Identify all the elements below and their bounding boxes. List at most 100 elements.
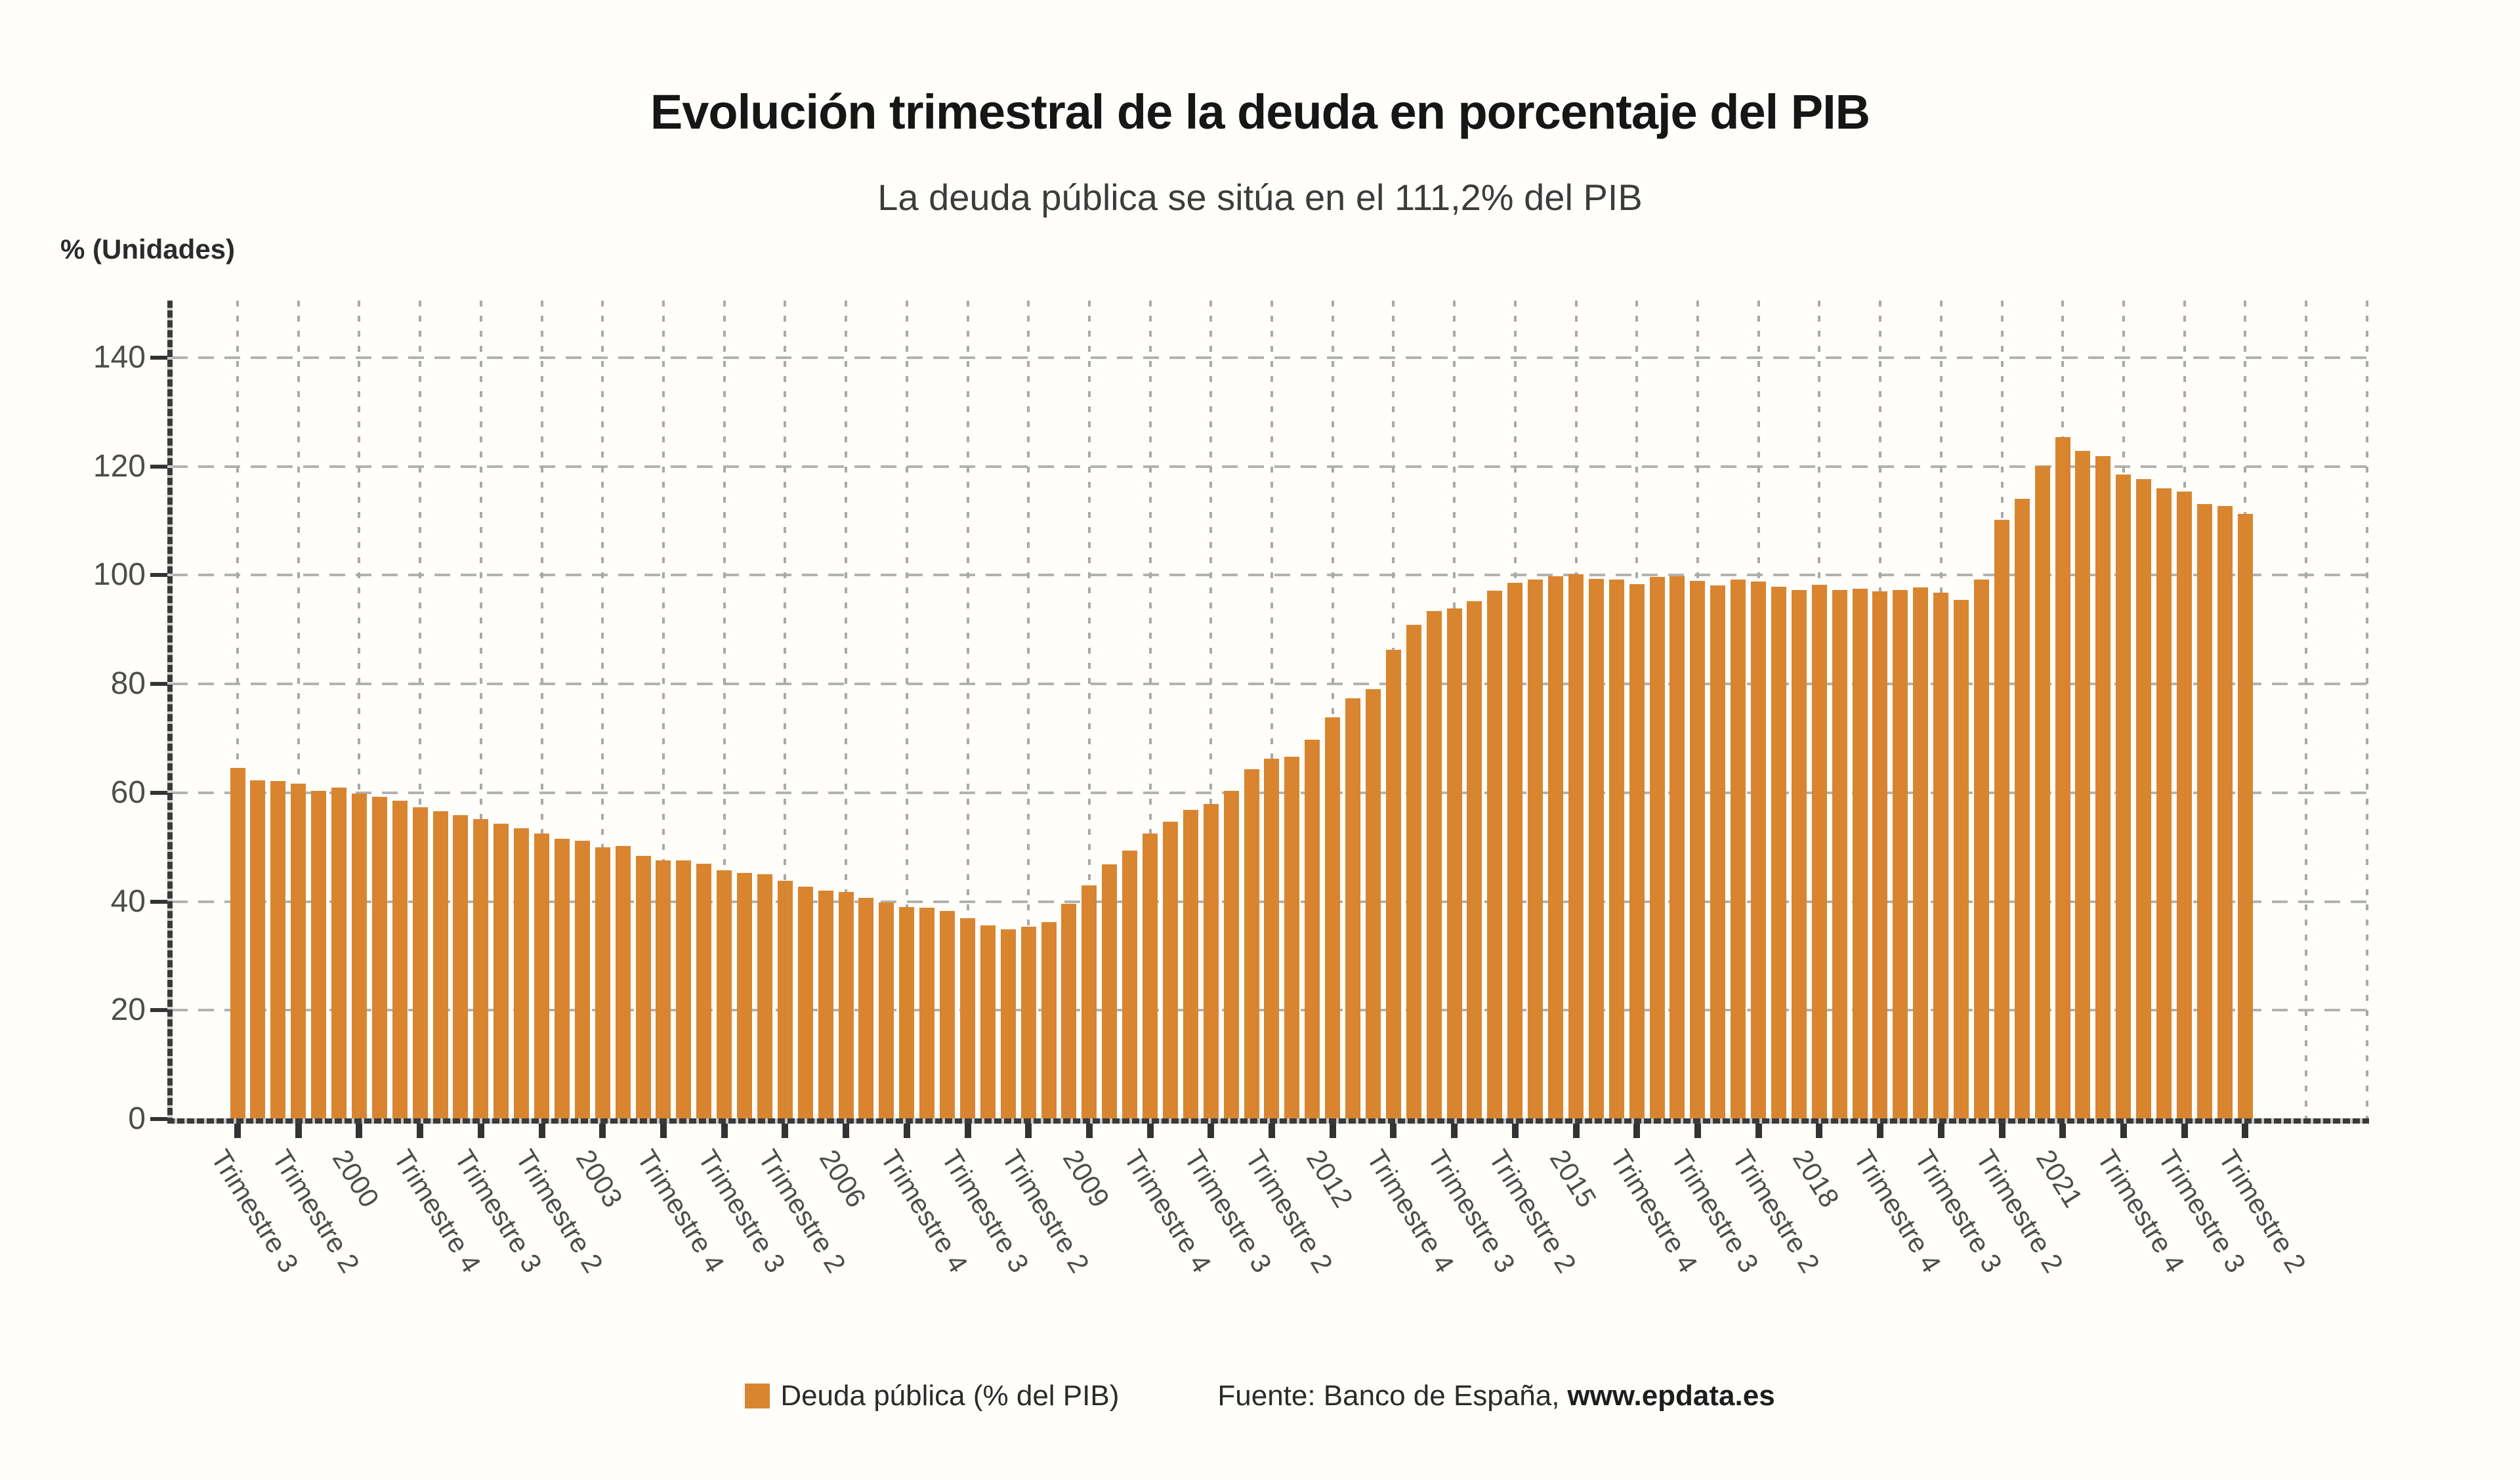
bar[interactable] [940, 911, 955, 1119]
bar[interactable] [2015, 499, 2030, 1119]
bar[interactable] [2075, 451, 2090, 1119]
bar[interactable] [1954, 600, 1969, 1119]
bar[interactable] [1771, 587, 1786, 1119]
bar[interactable] [1001, 929, 1016, 1119]
bar[interactable] [1183, 810, 1198, 1119]
bar[interactable] [2116, 475, 2131, 1119]
bar[interactable] [2035, 466, 2050, 1119]
source-link[interactable]: www.epdata.es [1567, 1380, 1775, 1412]
bar[interactable] [717, 870, 732, 1119]
bar[interactable] [433, 811, 448, 1119]
bar[interactable] [1487, 591, 1502, 1119]
bar[interactable] [555, 839, 570, 1119]
bar[interactable] [858, 898, 873, 1119]
bar[interactable] [839, 892, 854, 1119]
bar[interactable] [1325, 717, 1340, 1119]
bar[interactable] [230, 768, 245, 1119]
bar[interactable] [899, 907, 914, 1119]
legend-series-label[interactable]: Deuda pública (% del PIB) [780, 1380, 1120, 1412]
bar[interactable] [473, 819, 488, 1119]
bar[interactable] [1731, 580, 1746, 1119]
bar[interactable] [1041, 922, 1057, 1119]
bar[interactable] [1913, 587, 1928, 1119]
bar[interactable] [311, 791, 326, 1119]
bar[interactable] [1345, 698, 1360, 1119]
bar[interactable] [1305, 740, 1320, 1119]
bar[interactable] [960, 918, 975, 1119]
bar[interactable] [1264, 759, 1279, 1119]
bar[interactable] [291, 784, 306, 1119]
bar[interactable] [270, 781, 285, 1119]
bar[interactable] [879, 902, 894, 1119]
bar[interactable] [331, 788, 346, 1119]
bar[interactable] [1102, 864, 1117, 1119]
bar[interactable] [1406, 625, 1421, 1119]
bar[interactable] [1163, 822, 1178, 1119]
bar[interactable] [595, 847, 610, 1119]
bar[interactable] [1568, 574, 1584, 1119]
bar[interactable] [1507, 583, 1522, 1119]
bar[interactable] [1832, 590, 1847, 1119]
bar[interactable] [1710, 585, 1725, 1119]
bar[interactable] [250, 780, 265, 1119]
bar[interactable] [1143, 834, 1158, 1119]
bar[interactable] [1021, 927, 1036, 1119]
bar[interactable] [2217, 506, 2233, 1119]
bar[interactable] [676, 860, 691, 1119]
bar[interactable] [1792, 590, 1807, 1119]
bar[interactable] [1244, 769, 1259, 1119]
bar[interactable] [1427, 611, 1442, 1119]
bar[interactable] [1629, 584, 1645, 1119]
bar[interactable] [1528, 580, 1543, 1119]
bar[interactable] [453, 815, 468, 1119]
bar[interactable] [1650, 577, 1665, 1119]
bar[interactable] [1609, 580, 1624, 1119]
bar[interactable] [2095, 456, 2110, 1119]
bar[interactable] [1751, 581, 1766, 1119]
bar[interactable] [1690, 581, 1705, 1119]
bar[interactable] [1082, 885, 1097, 1119]
bar[interactable] [514, 828, 529, 1119]
bar[interactable] [2136, 479, 2151, 1119]
bar[interactable] [1366, 689, 1381, 1119]
bar[interactable] [1974, 580, 1989, 1119]
bar[interactable] [1853, 589, 1868, 1119]
bar[interactable] [1467, 601, 1482, 1119]
bar[interactable] [1893, 590, 1908, 1119]
bar[interactable] [1061, 904, 1076, 1119]
bar[interactable] [1284, 757, 1299, 1119]
bar[interactable] [1812, 585, 1827, 1119]
bar[interactable] [2055, 437, 2070, 1119]
bar[interactable] [413, 807, 428, 1119]
bar[interactable] [636, 856, 651, 1119]
bar[interactable] [616, 846, 631, 1119]
bar[interactable] [392, 801, 408, 1119]
bar[interactable] [696, 864, 711, 1119]
bar[interactable] [1933, 593, 1948, 1119]
bar[interactable] [1872, 591, 1887, 1119]
bar[interactable] [534, 834, 549, 1119]
bar[interactable] [1589, 579, 1604, 1119]
bar[interactable] [2238, 514, 2253, 1119]
bar[interactable] [1548, 576, 1563, 1119]
bar[interactable] [1447, 608, 1462, 1119]
bar[interactable] [575, 841, 590, 1119]
bar[interactable] [1204, 804, 1219, 1119]
bar[interactable] [494, 824, 509, 1119]
bar[interactable] [372, 797, 387, 1119]
bar[interactable] [2177, 492, 2192, 1119]
bar[interactable] [1386, 650, 1401, 1119]
bar[interactable] [2197, 504, 2212, 1119]
bar[interactable] [818, 891, 833, 1119]
bar[interactable] [1670, 576, 1685, 1119]
bar[interactable] [757, 874, 772, 1119]
bar[interactable] [778, 881, 793, 1119]
bar[interactable] [798, 887, 813, 1119]
bar[interactable] [980, 925, 996, 1119]
bar[interactable] [737, 873, 752, 1119]
bar[interactable] [1224, 791, 1239, 1119]
bar[interactable] [656, 860, 671, 1119]
bar[interactable] [352, 793, 367, 1119]
bar[interactable] [1994, 520, 2009, 1119]
bar[interactable] [919, 908, 934, 1119]
